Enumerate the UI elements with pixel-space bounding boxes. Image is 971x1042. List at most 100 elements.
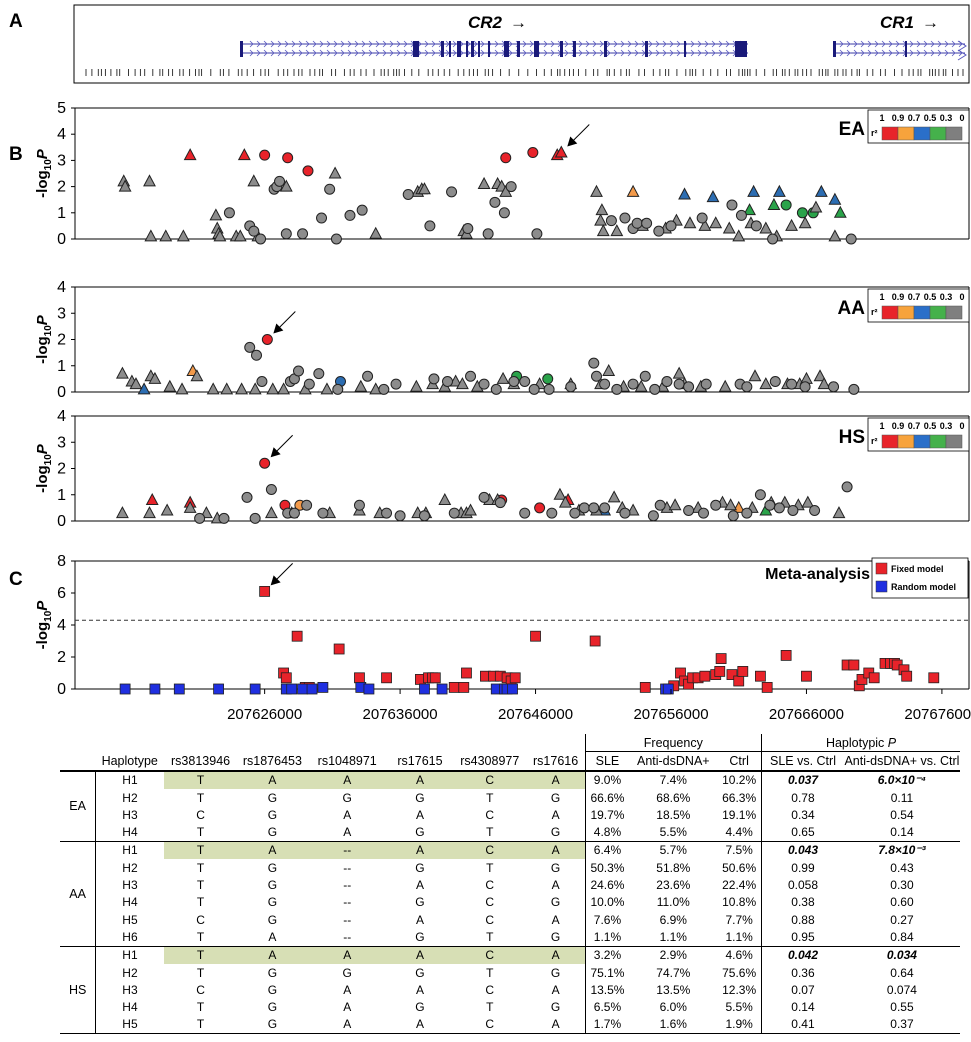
col-snp-3: rs1048971 xyxy=(307,751,388,772)
snp-point-triangle xyxy=(159,229,173,242)
transcript-arrow xyxy=(326,40,331,48)
transcript-arrow xyxy=(319,49,324,57)
snp-point-circle xyxy=(362,370,374,382)
snp-point-circle xyxy=(448,507,460,519)
allele-cell: G xyxy=(415,1000,425,1015)
haplotypic-p-cell: 0.043 xyxy=(787,843,818,858)
transcript-arrow xyxy=(298,40,303,48)
r2-legend-level: 1 xyxy=(879,421,884,431)
allele-cell: -- xyxy=(307,841,388,860)
allele-cell: G xyxy=(415,895,425,910)
frequency-cell: 74.7% xyxy=(656,965,691,980)
snp-point-triangle xyxy=(148,371,162,384)
transcript-arrow xyxy=(508,40,513,48)
lead-snp-arrow-head xyxy=(270,575,281,586)
snp-point-circle xyxy=(402,188,414,200)
transcript-arrow xyxy=(909,40,914,48)
frequency-cell: 66.3% xyxy=(717,788,763,807)
snp-point-circle xyxy=(654,499,666,511)
allele-cell: A xyxy=(237,928,308,947)
y-tick-label: 0 xyxy=(57,513,66,530)
transcript-arrow xyxy=(578,49,583,57)
population-group-label: HS xyxy=(60,946,97,1035)
snp-point-circle xyxy=(727,510,739,522)
frequency-cell: 7.6% xyxy=(593,912,622,927)
haplotype-row: H4 T G -- G C G 10.0% 11.0% 10.8% 0.38 0.60 xyxy=(60,893,960,911)
allele-cell: T xyxy=(452,928,527,947)
transcript-arrow xyxy=(494,40,499,48)
allele-cell: G xyxy=(267,878,278,893)
transcript-arrow xyxy=(627,49,632,57)
snp-point-circle xyxy=(498,207,510,219)
snp-point-triangle xyxy=(233,229,247,242)
allele-cell: A xyxy=(415,807,424,822)
r2-legend-swatch xyxy=(881,126,899,141)
lead-snp-arrow-head xyxy=(273,323,284,334)
haplotype-row: H2 T G G G T G 75.1% 74.7% 75.6% 0.36 0.64 xyxy=(60,963,960,982)
transcript-arrow xyxy=(620,49,625,57)
haplotype-row: H4 T G A G T G 4.8% 5.5% 4.4% 0.65 0.14 xyxy=(60,823,960,842)
haplotypic-p-cell: 0.43 xyxy=(890,860,914,875)
frequency-cell: 11.0% xyxy=(656,895,690,910)
snp-point-triangle xyxy=(328,166,342,179)
frequency-cell: 13.5% xyxy=(656,982,691,997)
allele-cell: G xyxy=(526,963,586,982)
haplotype-id: H3 xyxy=(122,982,138,997)
snp-point-triangle xyxy=(722,221,736,234)
transcript-arrow xyxy=(867,49,872,57)
cr2-exon xyxy=(466,41,468,57)
haplotype-id: H3 xyxy=(122,878,138,893)
allele-cell: -- xyxy=(343,895,352,910)
y-tick-label: 2 xyxy=(57,179,66,196)
snp-point-circle xyxy=(543,383,555,395)
r2-legend-swatch xyxy=(897,305,915,320)
snp-point-circle xyxy=(591,370,602,382)
snp-point-circle xyxy=(754,489,766,501)
haplotype-id: H5 xyxy=(95,1015,164,1035)
y-axis-label: -log10P xyxy=(34,148,54,198)
transcript-arrow xyxy=(690,49,695,57)
snp-point-triangle xyxy=(496,371,510,384)
transcript-arrow xyxy=(951,40,956,48)
snp-point-circle xyxy=(248,225,260,237)
haplotypic-p-cell: 0.34 xyxy=(791,807,815,822)
snp-point-triangle xyxy=(607,490,621,503)
col-snp-5: rs4308977 xyxy=(452,751,527,772)
snp-point-triangle xyxy=(706,190,720,203)
snp-point-circle xyxy=(639,370,651,382)
frequency-cell: 4.4% xyxy=(717,823,763,842)
snp-point-circle xyxy=(259,457,271,469)
snp-point-circle xyxy=(505,181,517,193)
cr2-exon xyxy=(560,41,563,57)
transcript-arrow xyxy=(277,49,282,57)
r2-legend-swatch xyxy=(945,434,963,449)
cr2-exon xyxy=(504,41,509,57)
haplotypic-p-cell: 0.38 xyxy=(791,895,815,910)
frequency-cell: 1.7% xyxy=(585,1015,630,1035)
allele-cell: A xyxy=(343,807,352,822)
haplotype-id: H2 xyxy=(122,860,138,875)
snp-point-circle xyxy=(508,376,520,387)
allele-cell: T xyxy=(196,860,205,875)
snp-point-circle xyxy=(565,381,577,393)
transcript-arrow xyxy=(599,49,604,57)
frequency-cell: 4.8% xyxy=(585,823,630,842)
haplotypic-p-cell: 0.034 xyxy=(886,948,917,963)
r2-legend-swatch xyxy=(929,434,947,449)
meta-point-square xyxy=(868,672,880,684)
transcript-arrow xyxy=(396,49,401,57)
col-p-antidsdna: Anti-dsDNA+ vs. Ctrl xyxy=(843,751,960,772)
haplotype-id: H2 xyxy=(122,790,138,805)
snp-point-triangle xyxy=(809,200,823,213)
snp-point-circle xyxy=(665,220,677,232)
transcript-arrow xyxy=(937,49,942,57)
snp-point-triangle xyxy=(115,506,129,519)
cr1-exon xyxy=(833,41,836,57)
haplotypic-p-cell: 0.074 xyxy=(886,982,917,997)
transcript-arrow xyxy=(881,40,886,48)
meta-point-square xyxy=(317,682,329,693)
haplotype-row: H3 C G A A C A 13.5% 13.5% 12.3% 0.07 0.074 xyxy=(60,981,960,999)
frequency-cell: 3.2% xyxy=(593,948,622,963)
meta-point-square xyxy=(291,630,303,642)
